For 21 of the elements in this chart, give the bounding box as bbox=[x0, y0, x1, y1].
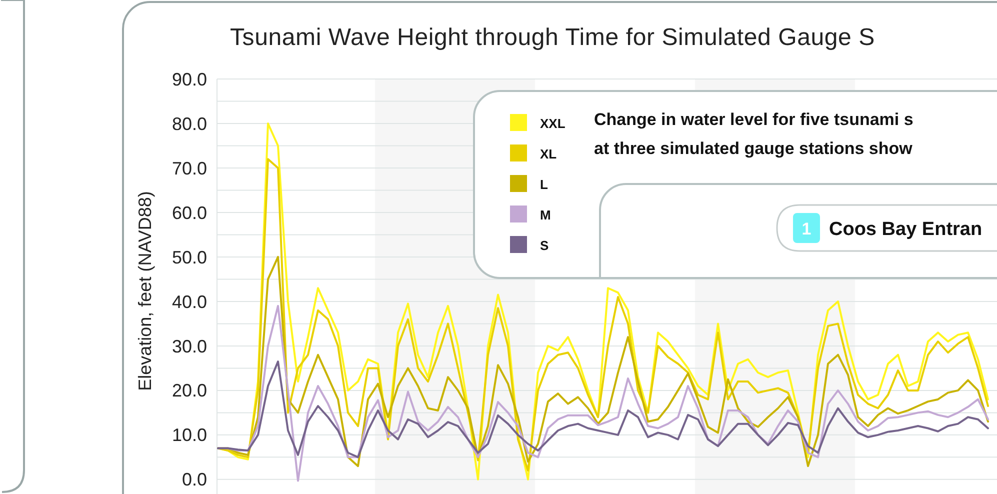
y-tick-label: 40.0 bbox=[172, 292, 207, 312]
legend-label: XXL bbox=[540, 116, 566, 131]
legend-label: L bbox=[540, 177, 548, 192]
y-tick-label: 20.0 bbox=[172, 380, 207, 401]
y-tick-label: 10.0 bbox=[172, 425, 207, 446]
annotation: 1 bbox=[802, 220, 812, 238]
y-tick-label: 0.0 bbox=[182, 470, 207, 490]
y-tick-label: 60.0 bbox=[172, 202, 207, 223]
legend-label: S bbox=[540, 238, 549, 253]
y-axis-title: Elevation, feet (NAVD88) bbox=[135, 191, 155, 391]
chart-title: Tsunami Wave Height through Time for Simulated Gauge S bbox=[230, 24, 875, 51]
annotation: Change in water level for five tsunami s bbox=[594, 110, 914, 129]
y-tick-label: 50.0 bbox=[172, 247, 207, 268]
annotation: at three simulated gauge stations show bbox=[594, 139, 914, 158]
y-tick-label: 80.0 bbox=[172, 114, 207, 134]
y-tick-label: 70.0 bbox=[172, 158, 207, 178]
legend-label: M bbox=[540, 208, 551, 222]
annotation: Coos Bay Entran bbox=[829, 219, 982, 240]
legend-label: XL bbox=[540, 146, 557, 162]
y-tick-label: 30.0 bbox=[172, 336, 207, 356]
y-tick-label: 90.0 bbox=[172, 69, 207, 90]
